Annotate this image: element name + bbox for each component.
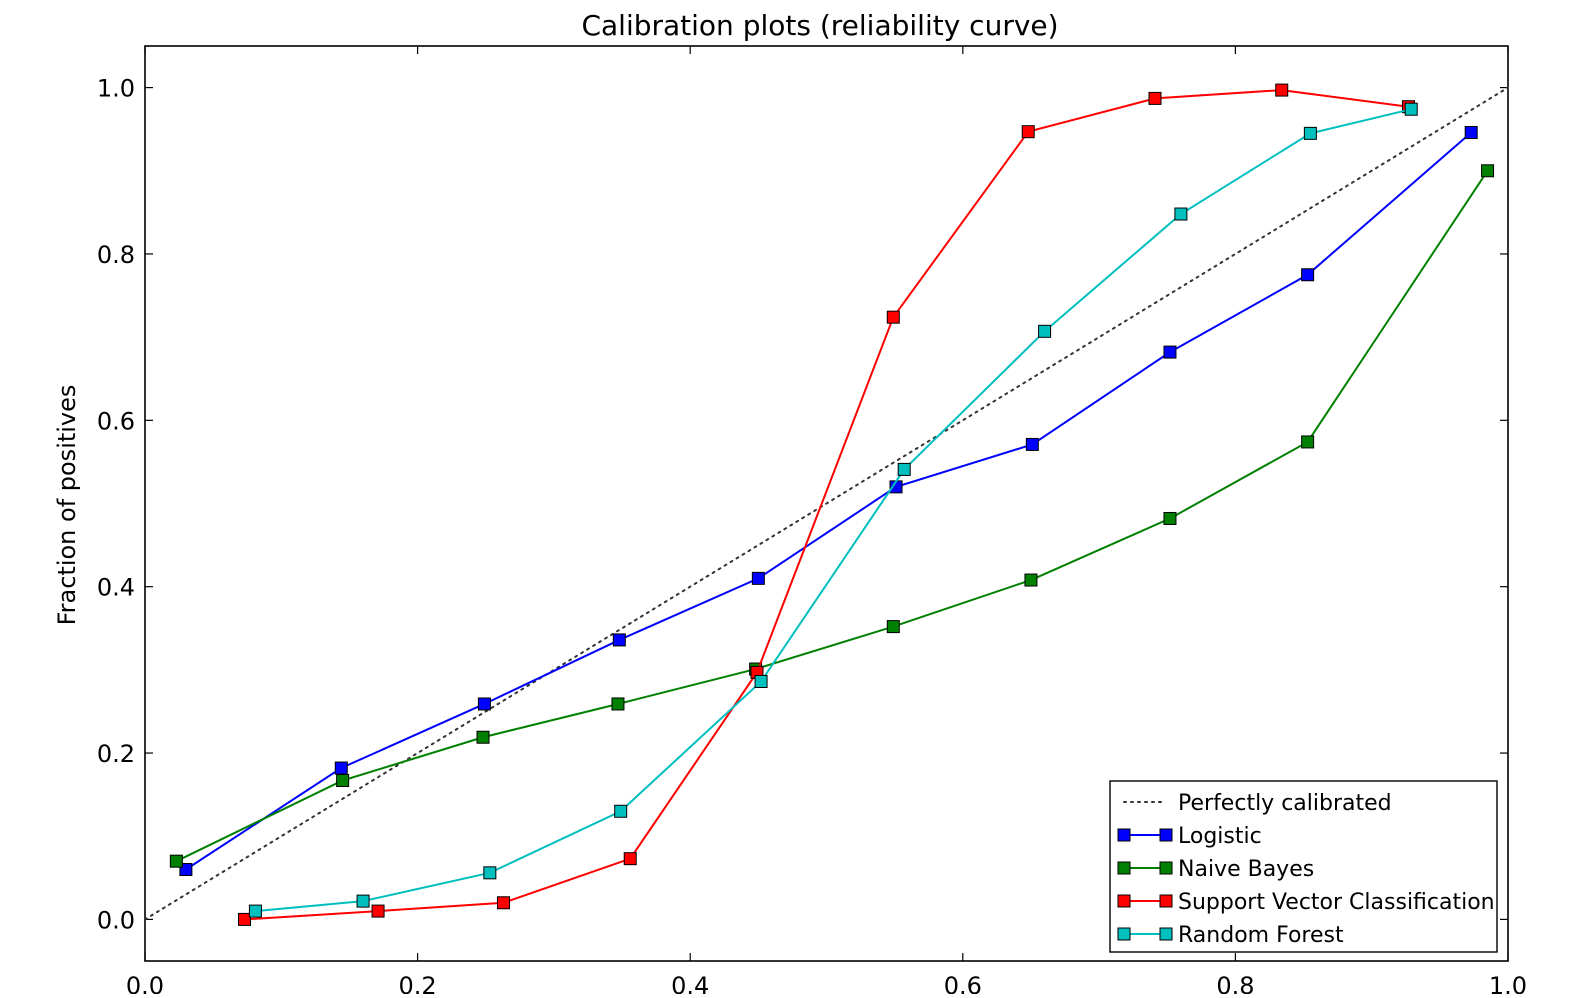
data-point-naive-bayes [886, 620, 900, 634]
data-point-random-forest [1404, 102, 1418, 116]
data-point-support-vector-classification [1148, 91, 1162, 105]
data-point-logistic [477, 697, 491, 711]
data-point-random-forest [754, 675, 768, 689]
data-point-random-forest [1038, 324, 1052, 338]
legend-label-naive-bayes: Naive Bayes [1178, 857, 1314, 882]
data-point-random-forest [483, 866, 497, 880]
y-tick-label: 0.8 [97, 241, 135, 269]
x-tick-label: 1.0 [1489, 972, 1527, 994]
series-line-naive-bayes [175, 170, 1489, 863]
x-tick-label: 0.6 [944, 972, 982, 994]
data-point-naive-bayes [1163, 511, 1177, 525]
legend-marker-random-forest [1117, 927, 1131, 941]
data-point-logistic [612, 633, 626, 647]
legend: Perfectly calibrated Logistic Naive Bayes S… [1109, 780, 1498, 953]
y-tick-label: 0.6 [97, 407, 135, 435]
legend-marker-naive-bayes [1117, 861, 1131, 875]
data-point-support-vector-classification [886, 310, 900, 324]
data-point-logistic [1163, 345, 1177, 359]
data-point-logistic [334, 761, 348, 775]
data-point-random-forest [248, 904, 262, 918]
legend-marker-logistic [1117, 828, 1131, 842]
data-point-naive-bayes [336, 773, 350, 787]
data-point-support-vector-classification [1275, 83, 1289, 97]
data-point-naive-bayes [476, 730, 490, 744]
y-tick-label: 0.4 [97, 574, 135, 602]
legend-label-logistic: Logistic [1178, 824, 1262, 849]
data-point-naive-bayes [611, 697, 625, 711]
data-point-naive-bayes [1024, 573, 1038, 587]
x-tick-label: 0.4 [671, 972, 709, 994]
legend-label-support-vector-classification: Support Vector Classification [1178, 890, 1495, 915]
data-point-random-forest [356, 894, 370, 908]
data-point-random-forest [1174, 207, 1188, 221]
legend-marker-support-vector-classification [1117, 894, 1131, 908]
data-point-support-vector-classification [496, 896, 510, 910]
x-tick-label: 0.0 [126, 972, 164, 994]
data-point-naive-bayes [1301, 435, 1315, 449]
data-point-random-forest [1303, 126, 1317, 140]
y-tick-label: 1.0 [97, 75, 135, 103]
chart-title: Calibration plots (reliability curve) [581, 9, 1058, 42]
data-point-support-vector-classification [1021, 125, 1035, 139]
series-line-support-vector-classification [244, 89, 1409, 921]
y-tick-label: 0.2 [97, 740, 135, 768]
data-point-logistic [1025, 437, 1039, 451]
data-point-logistic [1301, 268, 1315, 282]
data-point-naive-bayes [169, 854, 183, 868]
data-point-logistic [1464, 126, 1478, 140]
x-tick-label: 0.2 [399, 972, 437, 994]
data-point-support-vector-classification [623, 852, 637, 866]
plot-frame [144, 45, 1509, 962]
series-line-random-forest [255, 108, 1412, 913]
data-point-logistic [751, 571, 765, 585]
data-point-support-vector-classification [371, 904, 385, 918]
series-line-logistic [185, 131, 1472, 871]
legend-marker-naive-bayes [1159, 861, 1173, 875]
legend-marker-logistic [1159, 828, 1173, 842]
data-point-random-forest [614, 804, 628, 818]
legend-box [1109, 780, 1498, 953]
x-tick-label: 0.8 [1216, 972, 1254, 994]
reference-line-perfectly-calibrated [144, 86, 1509, 921]
data-point-support-vector-classification [237, 912, 251, 926]
data-point-random-forest [897, 462, 911, 476]
legend-marker-support-vector-classification [1159, 894, 1173, 908]
data-point-naive-bayes [1481, 164, 1495, 178]
legend-label-random-forest: Random Forest [1178, 923, 1344, 948]
legend-marker-random-forest [1159, 927, 1173, 941]
y-tick-label: 0.0 [97, 906, 135, 934]
y-axis-label: Fraction of positives [53, 385, 81, 626]
data-point-logistic [179, 863, 193, 876]
legend-label-perfectly-calibrated: Perfectly calibrated [1178, 791, 1392, 816]
